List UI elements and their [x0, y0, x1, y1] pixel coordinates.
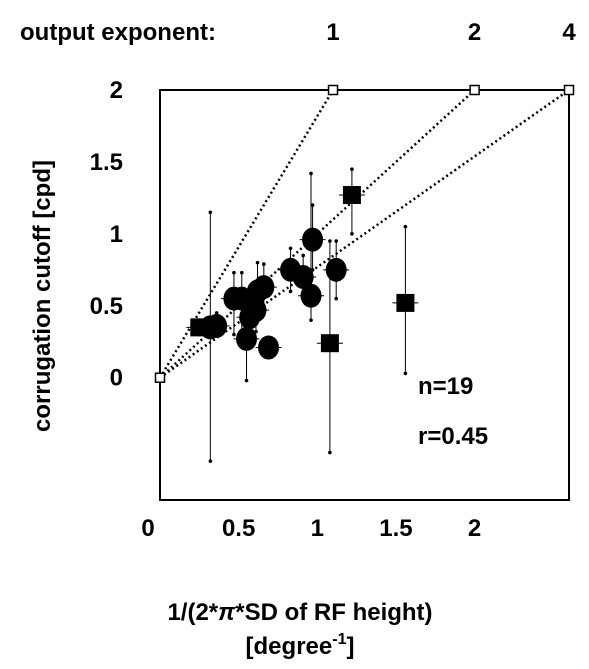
x-tick-label-4: 2 — [468, 515, 481, 542]
data-markers — [190, 186, 415, 360]
y-tick-labels: 0 0.5 1 1.5 2 — [90, 77, 123, 392]
error-cap-high-0-11 — [301, 253, 305, 258]
data-point-circle-8 — [253, 275, 275, 300]
y-tick-label-1: 0.5 — [90, 293, 123, 320]
plot-frame — [159, 89, 570, 501]
data-point-circle-12 — [300, 283, 322, 308]
y-tick-label-3: 1.5 — [90, 149, 123, 176]
reference-endpoint-1 — [327, 84, 339, 96]
error-cap-low-1-2 — [350, 232, 354, 236]
data-point-square-1 — [320, 334, 339, 353]
annotation-r: r=0.45 — [418, 423, 488, 450]
top-tick-label-2: 4 — [562, 19, 576, 46]
error-cap-high-0-7 — [255, 260, 260, 265]
data-point-circle-14 — [325, 257, 347, 282]
error-cap-high-1-2 — [350, 167, 354, 171]
x-axis-label-line2: [degree-1] — [246, 631, 355, 660]
error-cap-high-0-14 — [334, 239, 338, 243]
data-point-circle-13 — [302, 227, 324, 252]
error-cap-high-0-1 — [214, 311, 219, 315]
top-tick-label-1: 2 — [468, 19, 481, 46]
y-tick-label-2: 1 — [110, 221, 123, 248]
data-point-circle-11 — [292, 265, 314, 290]
error-cap-high-0-8 — [262, 262, 266, 266]
error-cap-low-0-0 — [208, 459, 213, 463]
reference-line-0 — [158, 89, 335, 379]
y-tick-label-0: 0 — [110, 365, 123, 392]
x-label-suffix: *SD of RF height) — [235, 599, 432, 626]
error-cap-low-1-3 — [403, 371, 408, 376]
x-label-prefix: 1/(2* — [167, 599, 218, 626]
top-ticks: 1 2 4 — [326, 19, 576, 46]
data-point-square-2 — [342, 186, 361, 205]
error-cap-low-1-1 — [328, 450, 332, 455]
reference-endpoint-3 — [563, 84, 575, 96]
x-label-superscript: -1 — [332, 631, 346, 648]
error-cap-high-0-0 — [208, 210, 213, 215]
x-axis-label-line1: 1/(2*π*SD of RF height) — [167, 599, 432, 626]
data-point-circle-6 — [245, 298, 267, 323]
top-axis-label: output exponent: — [20, 19, 216, 46]
error-cap-high-0-2 — [232, 270, 236, 275]
reference-line-2 — [159, 88, 570, 379]
error-cap-high-1-3 — [403, 224, 408, 229]
error-cap-high-0-13 — [310, 203, 315, 207]
data-point-circle-4 — [236, 326, 258, 351]
error-cap-high-0-10 — [288, 246, 293, 251]
data-point-square-0 — [190, 318, 209, 337]
reference-endpoint-0 — [154, 372, 166, 383]
x-tick-label-2: 1 — [311, 515, 324, 542]
data-point-circle-1 — [206, 313, 228, 338]
x-tick-labels: 0 0.5 1 1.5 2 — [141, 515, 481, 542]
y-axis-label: corrugation cutoff [cpd] — [29, 160, 56, 432]
data-point-square-3 — [396, 293, 415, 312]
x-tick-label-1: 0.5 — [222, 515, 255, 542]
x-label-pi: π — [218, 599, 236, 626]
error-cap-low-0-12 — [309, 318, 313, 322]
y-tick-label-4: 2 — [110, 77, 123, 104]
error-cap-low-0-14 — [334, 296, 338, 301]
data-point-circle-9 — [258, 335, 280, 360]
error-cap-low-0-4 — [244, 378, 249, 383]
top-tick-label-0: 1 — [326, 19, 339, 46]
error-cap-high-0-3 — [240, 270, 244, 275]
plot-area — [154, 84, 575, 501]
error-cap-low-0-10 — [288, 289, 293, 294]
error-cap-high-0-12 — [309, 171, 313, 176]
x-label-unit: [degree — [246, 633, 333, 660]
x-tick-label-0: 0 — [141, 515, 154, 542]
annotation-n: n=19 — [418, 373, 473, 400]
error-cap-high-1-1 — [328, 239, 332, 243]
x-tick-label-3: 1.5 — [379, 515, 412, 542]
x-label-close: ] — [346, 633, 354, 660]
reference-endpoint-2 — [469, 84, 480, 96]
error-cap-low-0-2 — [232, 332, 236, 337]
